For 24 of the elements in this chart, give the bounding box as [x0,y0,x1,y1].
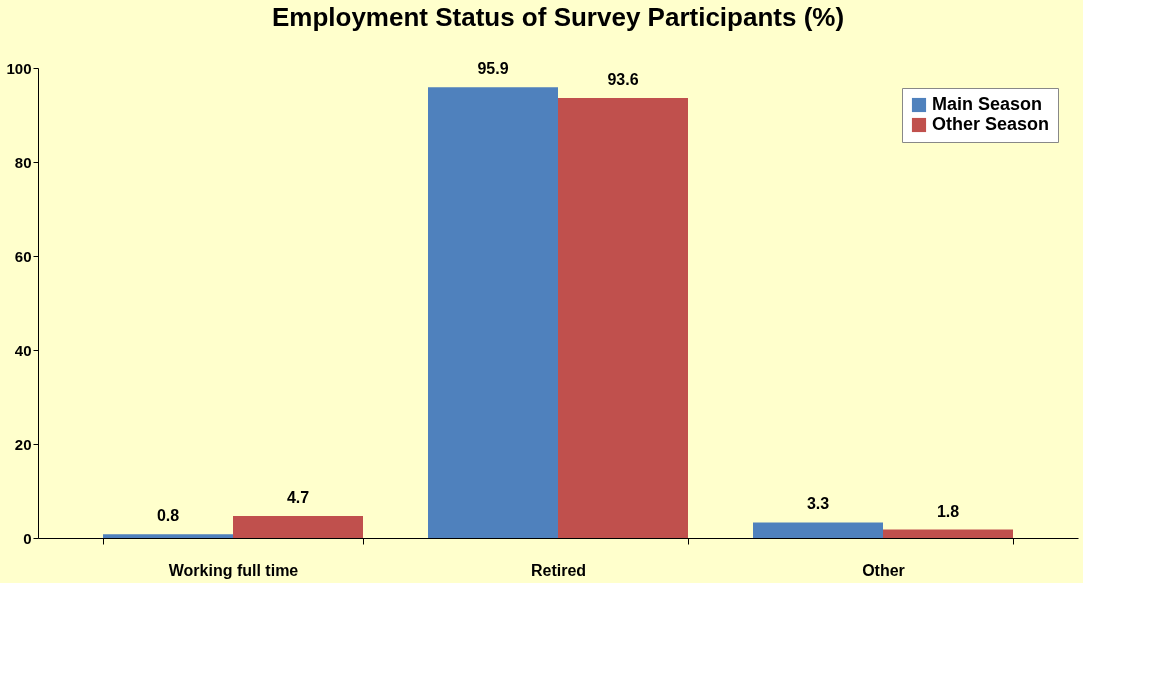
legend-label: Main Season [932,94,1043,114]
y-tick-label: 40 [14,341,32,359]
data-label: 1.8 [936,502,960,520]
bar [103,534,233,538]
data-label: 93.6 [607,71,639,89]
data-label: 3.3 [806,495,830,513]
y-tick-label: 0 [23,529,32,547]
data-label: 4.7 [286,488,310,506]
data-label: 95.9 [477,60,509,78]
chart-title: Employment Status of Survey Participants (%) [271,2,845,32]
y-tick-label: 60 [14,247,32,265]
bar [558,98,688,538]
y-tick-label: 80 [14,153,32,171]
legend-label: Other Season [932,114,1050,134]
x-tick-label: Working full time [168,561,299,579]
bar [233,515,363,538]
data-label: 0.8 [156,507,180,525]
bar [428,87,558,538]
y-tick-label: 20 [14,435,32,453]
y-tick-label: 100 [6,59,32,77]
x-tick-label: Retired [530,561,587,579]
bar [753,522,883,538]
x-tick-label: Other [862,561,905,579]
bar [883,529,1013,538]
